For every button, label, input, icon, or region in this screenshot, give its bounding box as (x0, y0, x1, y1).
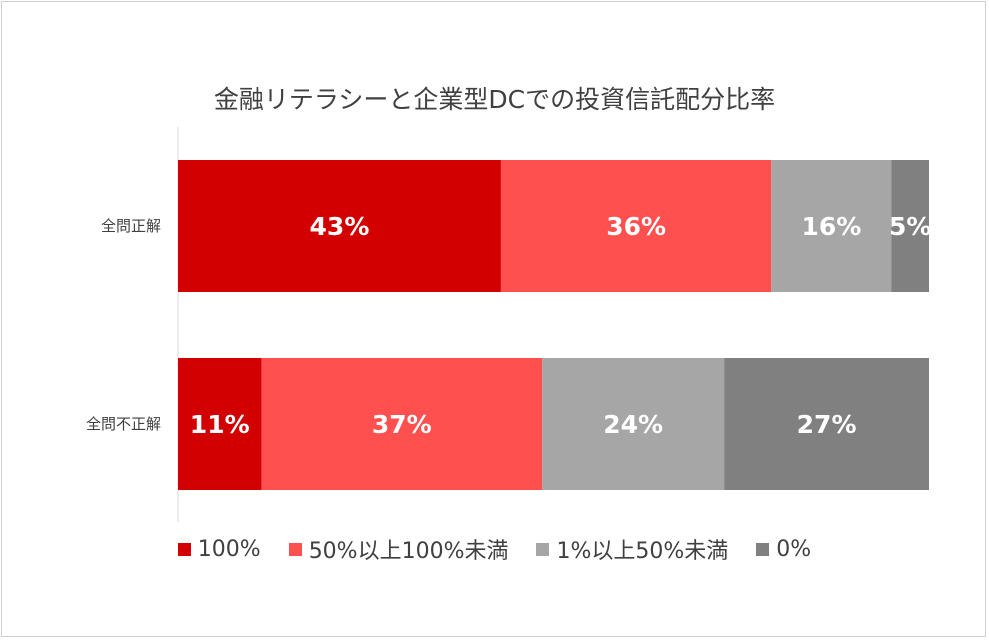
legend-label: 50%以上100%未満 (308, 539, 509, 564)
data-label: 11% (190, 410, 250, 439)
legend-item: 1%以上50%未満 (536, 533, 728, 565)
legend-swatch (756, 542, 770, 556)
data-label: 24% (603, 410, 663, 439)
legend: 100% 50%以上100%未満 1%以上50%未満 0% (0, 533, 989, 565)
bar-segment (178, 358, 262, 490)
data-label: 27% (797, 410, 857, 439)
legend-swatch (177, 542, 191, 556)
category-label: 全問不正解 (86, 415, 161, 433)
data-label: 5% (889, 212, 931, 241)
bar-segment (500, 160, 772, 292)
legend-label: 1%以上50%未満 (556, 539, 729, 564)
bar-segment (261, 358, 543, 490)
chart-title: 金融リテラシーと企業型DCでの投資信託配分比率 (213, 85, 776, 114)
bar-segment (542, 358, 725, 490)
legend-item: 50%以上100%未満 (288, 533, 509, 565)
bar-segment (771, 160, 892, 292)
legend-swatch (288, 542, 302, 556)
bar-segment (178, 160, 501, 292)
data-label: 43% (310, 212, 370, 241)
category-label: 全問正解 (101, 217, 161, 235)
legend-item: 0% (756, 537, 811, 562)
legend-swatch (536, 542, 550, 556)
data-label: 37% (372, 410, 432, 439)
bar-segment (891, 160, 929, 292)
legend-label: 0% (776, 536, 812, 562)
data-label: 16% (801, 212, 861, 241)
legend-label: 100% (197, 536, 261, 562)
bar-segment (724, 358, 929, 490)
data-label: 36% (606, 212, 666, 241)
legend-item: 100% (177, 536, 261, 562)
